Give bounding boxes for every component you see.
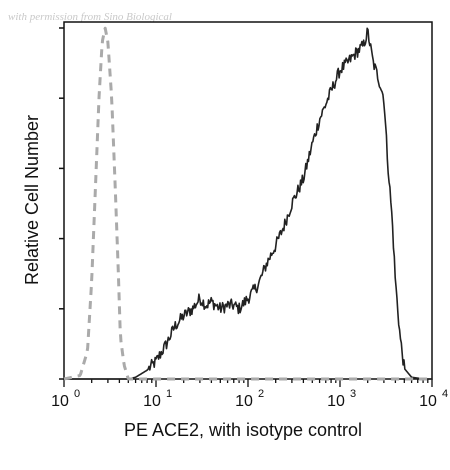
x-tick-label-exponent: 3 [350,388,356,400]
x-tick-label: 10 [327,393,345,410]
x-tick-label: 10 [51,393,69,410]
x-axis-ticks [63,379,433,387]
y-axis-title: Relative Cell Number [22,115,42,285]
x-tick-label: 10 [143,393,161,410]
x-tick-label: 10 [235,393,253,410]
y-axis-ticks [59,27,64,380]
watermark: with permission from Sino Biological [8,11,172,23]
plot-area: 10 0 10 1 10 2 10 3 10 4 [51,21,448,410]
isotype-control-series [63,26,433,381]
x-axis-tick-labels: 10 0 10 1 10 2 10 3 10 4 [51,388,448,410]
x-tick-label-exponent: 2 [258,388,264,400]
x-tick-label-exponent: 4 [442,388,448,400]
x-axis-title: PE ACE2, with isotype control [124,420,362,440]
series-layer [63,26,433,381]
x-tick-label: 10 [419,393,437,410]
x-tick-label-exponent: 1 [166,388,172,400]
x-tick-label-exponent: 0 [74,388,80,400]
ace2-series [64,27,432,380]
